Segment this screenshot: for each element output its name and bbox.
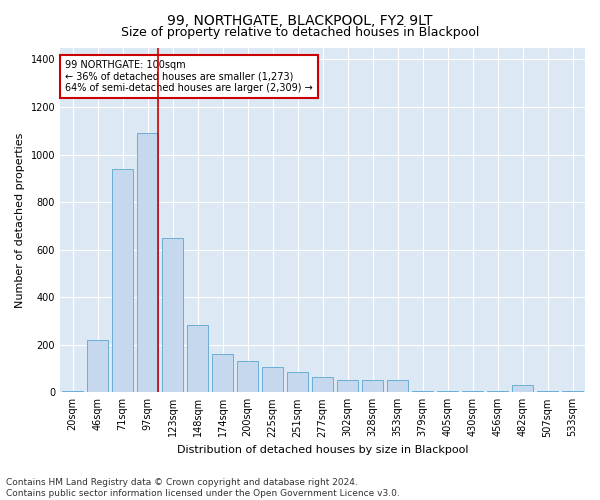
Bar <box>312 377 333 392</box>
Bar <box>337 380 358 392</box>
Bar <box>362 380 383 392</box>
Bar <box>512 385 533 392</box>
Bar <box>162 238 183 392</box>
Bar <box>62 391 83 392</box>
Text: Contains HM Land Registry data © Crown copyright and database right 2024.
Contai: Contains HM Land Registry data © Crown c… <box>6 478 400 498</box>
Bar <box>87 340 108 392</box>
Text: Size of property relative to detached houses in Blackpool: Size of property relative to detached ho… <box>121 26 479 39</box>
Bar <box>487 391 508 392</box>
Text: 99, NORTHGATE, BLACKPOOL, FY2 9LT: 99, NORTHGATE, BLACKPOOL, FY2 9LT <box>167 14 433 28</box>
Bar <box>262 368 283 392</box>
Bar <box>537 391 558 392</box>
Y-axis label: Number of detached properties: Number of detached properties <box>15 132 25 308</box>
Bar <box>437 391 458 392</box>
Bar <box>462 391 483 392</box>
Bar <box>137 133 158 392</box>
Bar <box>562 391 583 392</box>
Bar <box>287 372 308 392</box>
Bar <box>112 169 133 392</box>
Bar <box>412 391 433 392</box>
Bar <box>387 380 408 392</box>
Bar <box>187 324 208 392</box>
Bar <box>237 362 258 392</box>
Text: 99 NORTHGATE: 100sqm
← 36% of detached houses are smaller (1,273)
64% of semi-de: 99 NORTHGATE: 100sqm ← 36% of detached h… <box>65 60 313 93</box>
Bar <box>212 354 233 393</box>
X-axis label: Distribution of detached houses by size in Blackpool: Distribution of detached houses by size … <box>177 445 468 455</box>
